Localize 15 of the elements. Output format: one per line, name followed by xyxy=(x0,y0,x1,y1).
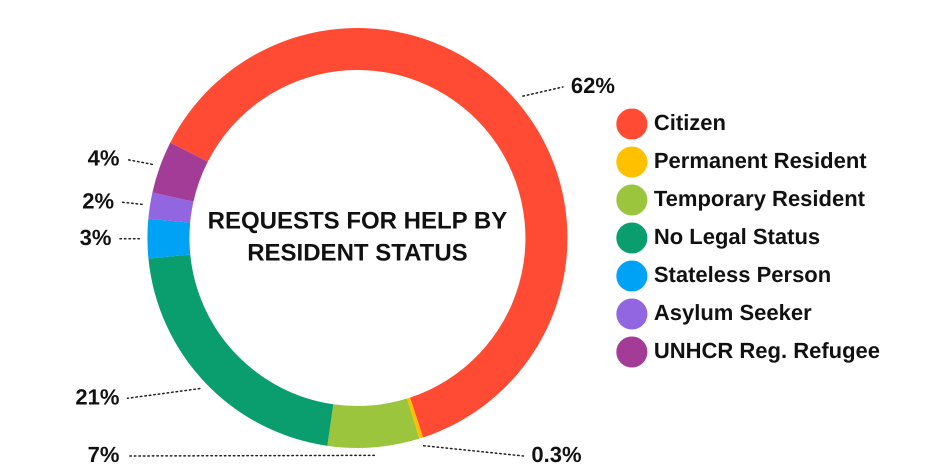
legend-label: UNHCR Reg. Refugee xyxy=(654,338,880,364)
data-label: 2% xyxy=(82,188,114,214)
data-label: 0.3% xyxy=(531,442,582,468)
data-label: 4% xyxy=(88,146,120,171)
data-label: 21% xyxy=(75,384,120,410)
legend-label: Temporary Resident xyxy=(654,186,866,212)
legend-label: Asylum Seeker xyxy=(654,300,812,326)
legend-label: No Legal Status xyxy=(654,224,820,250)
legend-label: Citizen xyxy=(654,110,726,136)
data-label: 7% xyxy=(88,442,120,468)
data-label: 62% xyxy=(570,73,615,98)
legend-label: Permanent Resident xyxy=(654,148,868,174)
text: REQUESTS FOR HELP BY RESIDENT STATUS xyxy=(208,208,508,267)
legend-label: Stateless Person xyxy=(654,262,832,288)
data-label: 3% xyxy=(80,224,112,250)
